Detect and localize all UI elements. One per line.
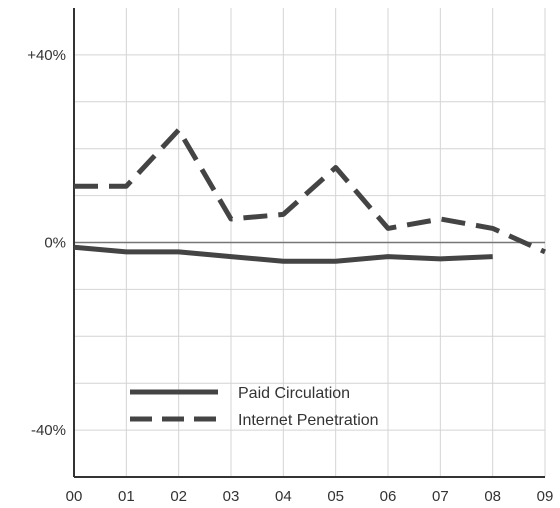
y-tick-label: 0%	[44, 235, 66, 252]
y-tick-labels: +40% 0% -40%	[27, 47, 66, 439]
series-line-paid-circulation	[73, 244, 493, 264]
series-line-internet-penetration	[74, 127, 547, 255]
y-tick-label: -40%	[31, 422, 66, 439]
x-tick-labels: 00 01 02 03 04 05 06 07 08 09	[66, 488, 554, 505]
axes	[73, 8, 545, 478]
x-tick-label: 04	[275, 488, 292, 505]
legend-label: Paid Circulation	[238, 385, 350, 402]
x-tick-label: 03	[223, 488, 240, 505]
series-layer	[73, 127, 547, 264]
legend: Paid Circulation Internet Penetration	[130, 385, 379, 429]
x-tick-label: 05	[327, 488, 344, 505]
x-tick-label: 09	[537, 488, 554, 505]
x-tick-label: 06	[380, 488, 397, 505]
x-tick-label: 07	[432, 488, 449, 505]
grid	[73, 8, 546, 477]
x-tick-label: 00	[66, 488, 83, 505]
x-tick-label: 08	[484, 488, 501, 505]
x-tick-label: 01	[118, 488, 135, 505]
legend-label: Internet Penetration	[238, 412, 379, 429]
y-tick-label: +40%	[27, 47, 66, 64]
x-tick-label: 02	[170, 488, 187, 505]
